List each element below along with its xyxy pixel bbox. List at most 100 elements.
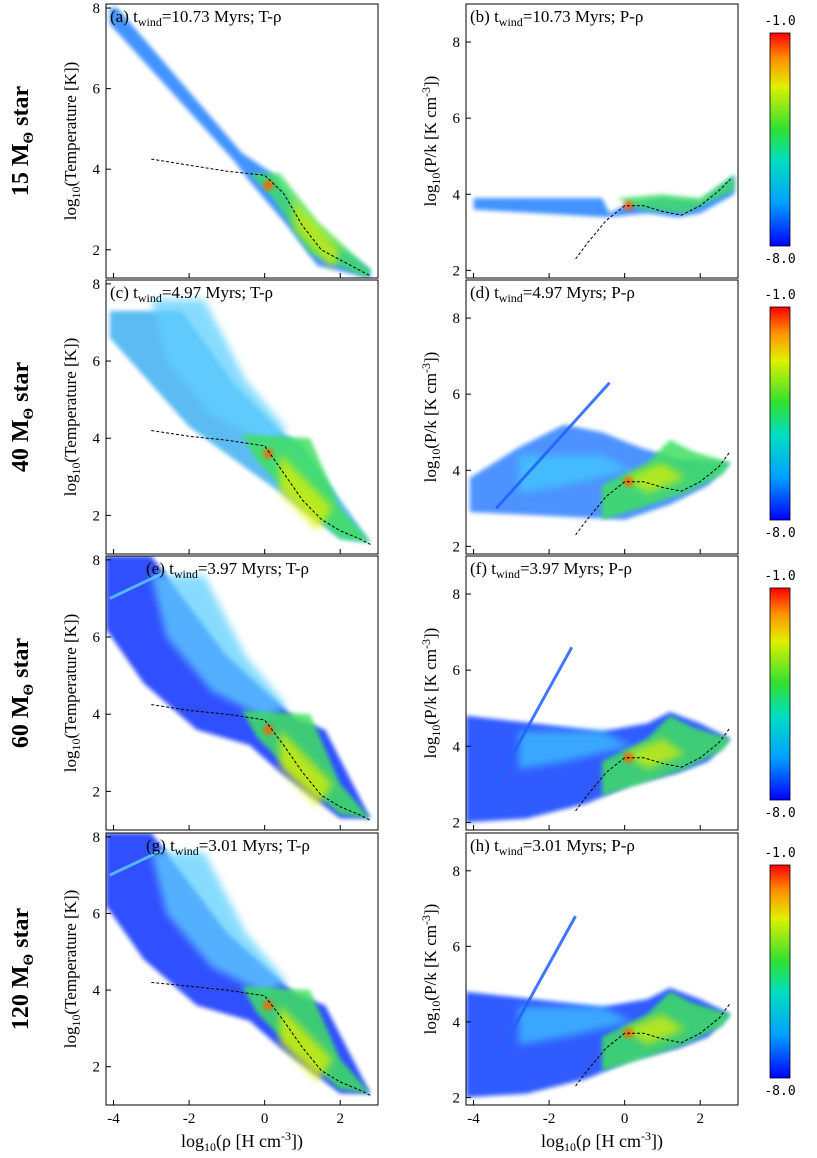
y-tick-label: 6	[93, 906, 101, 922]
panel-c: 2 4 6 8 (c) twind=4.97 Myrs; T-ρ log10(Temper…	[61, 277, 379, 555]
y-tick-label: 6	[93, 354, 101, 370]
y-axis-label: log10(P/k [K cm-3])	[419, 352, 443, 483]
colorbar-gradient	[769, 864, 791, 1079]
y-tick-label: 6	[453, 387, 461, 403]
y-tick-label: 8	[93, 1, 101, 17]
row-label-star: 120 MΘ star	[8, 907, 37, 1030]
y-axis-label: log10(P/k [K cm-3])	[419, 76, 443, 207]
y-tick-label: 8	[93, 830, 101, 846]
y-tick-label: 8	[453, 864, 461, 880]
reference-curve	[151, 430, 371, 545]
panel-title: (h) twind=3.01 Myrs; P-ρ	[470, 836, 635, 858]
y-tick-label: 6	[93, 82, 101, 98]
colorbar-gradient	[769, 32, 791, 247]
panel-frame	[465, 3, 739, 279]
y-tick-label: 8	[93, 277, 101, 293]
panel-g: 2 4 6 8 -4 -2 0 2 (g) twind=3.01 Myrs; T-ρ log10(…	[61, 830, 379, 1154]
panel-frame	[105, 3, 379, 279]
colorbar-gradient	[769, 306, 791, 521]
panel-frame	[105, 832, 379, 1106]
y-tick-label: 4	[93, 431, 101, 447]
colorbar: -1.0 -8.0	[764, 14, 795, 267]
density-cloud	[473, 175, 735, 260]
y-tick-label: 8	[453, 587, 461, 603]
panel-frame	[465, 832, 739, 1106]
y-tick-label: 2	[93, 508, 101, 524]
panel-frame	[465, 555, 739, 831]
x-axis-label: log10(ρ [H cm-3])	[181, 1129, 303, 1154]
panel-frame	[105, 555, 379, 831]
panel-title: (e) twind=3.97 Myrs; T-ρ	[146, 559, 309, 581]
panel-d: 2 4 6 8 (d) twind=4.97 Myrs; P-ρ log10(P/k [K…	[419, 279, 739, 555]
y-tick-label: 4	[93, 162, 101, 178]
colorbar-gradient	[769, 587, 791, 801]
reference-curve	[151, 704, 371, 821]
y-tick-label: 2	[453, 1090, 461, 1106]
y-tick-label: 2	[93, 243, 101, 259]
y-tick-label: 8	[93, 553, 101, 569]
panel-title: (g) twind=3.01 Myrs; T-ρ	[146, 836, 310, 858]
reference-curve	[575, 178, 731, 260]
y-tick-label: 4	[93, 707, 101, 723]
colorbar-min-label: -8.0	[764, 806, 795, 821]
colorbar-max-label: -1.0	[764, 14, 795, 29]
panel-title: (a) twind=10.73 Myrs; T-ρ	[110, 7, 281, 29]
y-tick-label: 2	[93, 784, 101, 800]
x-tick-label: 2	[336, 1111, 344, 1127]
y-tick-label: 6	[453, 663, 461, 679]
reference-curve	[575, 451, 731, 536]
x-tick-label: 0	[261, 1111, 269, 1127]
y-tick-label: 8	[453, 35, 461, 51]
y-tick-label: 6	[453, 939, 461, 955]
row-label-star: 40 MΘ star	[8, 361, 37, 472]
y-axis-label: log10(P/k [K cm-3])	[419, 904, 443, 1035]
x-tick-label: -4	[467, 1111, 480, 1127]
y-axis-label: log10(Temperature [K])	[61, 614, 83, 773]
y-tick-label: 2	[453, 539, 461, 555]
density-cloud	[466, 915, 731, 1098]
x-axis-label: log10(ρ [H cm-3])	[541, 1129, 663, 1154]
panel-title: (f) twind=3.97 Myrs; P-ρ	[470, 559, 632, 581]
y-tick-label: 4	[453, 463, 461, 479]
row-label-star: 60 MΘ star	[8, 637, 37, 748]
x-tick-label: 2	[696, 1111, 704, 1127]
panel-title: (b) twind=10.73 Myrs; P-ρ	[470, 7, 643, 29]
y-axis-label: log10(Temperature [K])	[61, 890, 83, 1049]
colorbar: -1.0 -8.0	[764, 288, 795, 541]
panel-h: 2 4 6 8 -4 -2 0 2 (h) twind=3.01 Myrs; P-ρ log10(…	[419, 832, 739, 1154]
x-tick-label: 0	[621, 1111, 629, 1127]
colorbar-max-label: -1.0	[764, 846, 795, 861]
y-tick-label: 2	[453, 263, 461, 279]
x-tick-label: -2	[183, 1111, 196, 1127]
y-tick-label: 2	[93, 1060, 101, 1076]
y-axis-label: log10(Temperature [K])	[61, 62, 83, 221]
x-tick-label: -2	[543, 1111, 556, 1127]
colorbar-min-label: -8.0	[764, 1084, 795, 1099]
y-axis-label: log10(P/k [K cm-3])	[419, 628, 443, 759]
panel-background	[466, 4, 738, 278]
density-cloud	[109, 8, 371, 278]
colorbar: -1.0 -8.0	[764, 569, 795, 821]
density-cloud	[106, 833, 371, 1096]
panel-b: 2 4 6 8 (b) twind=10.73 Myrs; P-ρ log10(P/k […	[419, 3, 739, 279]
density-cloud	[109, 299, 371, 545]
panel-title: (c) twind=4.97 Myrs; T-ρ	[110, 283, 273, 305]
reference-curve	[575, 727, 731, 812]
y-tick-label: 4	[453, 187, 461, 203]
reference-curve	[151, 158, 371, 277]
y-tick-label: 8	[453, 311, 461, 327]
colorbar-min-label: -8.0	[764, 252, 795, 267]
y-tick-label: 6	[453, 111, 461, 127]
panel-f: 2 4 6 8 (f) twind=3.97 Myrs; P-ρ log10(P/k [K…	[419, 555, 739, 831]
density-cloud	[106, 556, 371, 821]
y-axis-label: log10(Temperature [K])	[61, 338, 83, 497]
colorbar: -1.0 -8.0	[764, 846, 795, 1099]
colorbar-max-label: -1.0	[764, 569, 795, 584]
y-tick-label: 4	[453, 1015, 461, 1031]
y-tick-label: 2	[453, 815, 461, 831]
density-cloud	[466, 646, 731, 823]
panel-e: 2 4 6 8 (e) twind=3.97 Myrs; T-ρ log10(Temper…	[61, 553, 379, 831]
y-tick-label: 4	[93, 983, 101, 999]
panel-frame	[105, 279, 379, 555]
